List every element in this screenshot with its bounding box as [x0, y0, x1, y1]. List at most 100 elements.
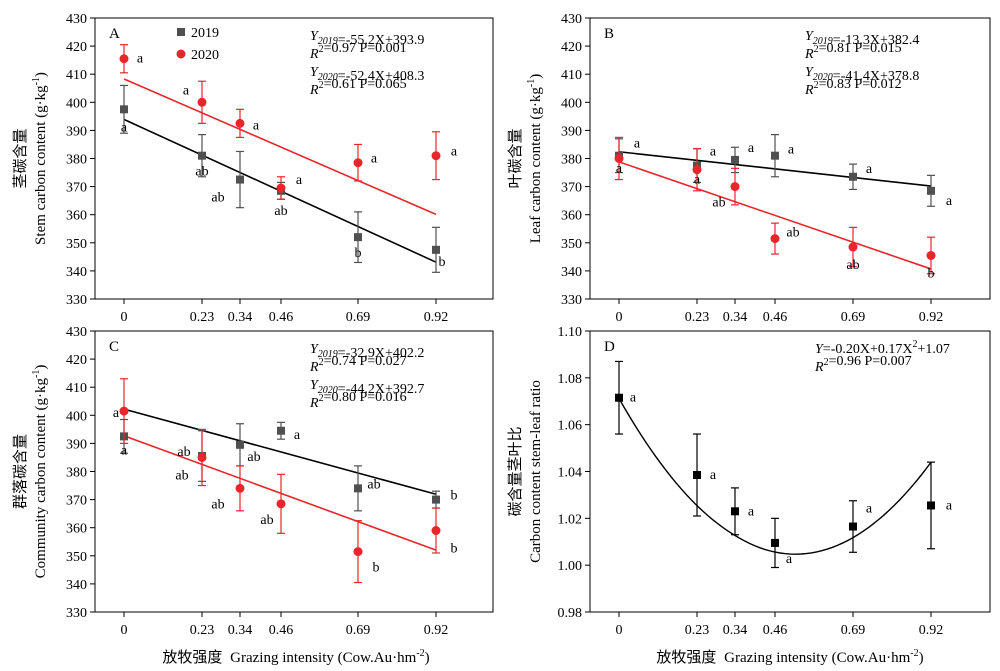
data-point-2020 — [431, 151, 441, 161]
x-axis-title-sup: -2 — [416, 648, 424, 659]
data-point-2020 — [353, 547, 363, 557]
significance-letter: a — [253, 118, 260, 133]
regression-equation: Y2020=-41.4X+378.8 — [805, 65, 919, 84]
x-axis-title-cn: 放牧强度 — [656, 649, 716, 666]
data-point-2019 — [198, 151, 206, 160]
data-point-2019 — [849, 172, 857, 181]
x-tick-label: 0.92 — [919, 623, 944, 638]
x-tick-label: 0.34 — [723, 310, 748, 325]
significance-letter: a — [946, 498, 953, 513]
plot-frame — [589, 330, 991, 613]
y-tick-label: 420 — [66, 40, 87, 55]
significance-letter: a — [371, 152, 378, 167]
x-tick-label: 0.23 — [685, 310, 710, 325]
significance-letter: ab — [211, 191, 224, 206]
significance-letter: a — [748, 504, 755, 519]
x-axis-title-left: 放牧强度 Grazing intensity (Cow.Au·hm-2) — [162, 648, 429, 666]
x-axis-title-cn: 放牧强度 — [162, 649, 222, 666]
regression-equation: Y2019=-32.9X+402.2 — [310, 342, 424, 361]
panel-d: 0.98 1.00 1.02 1.04 1.06 1.08 1.10 0 0.23 0.34 0.4… — [507, 325, 991, 638]
x-tick-label: 0.23 — [685, 623, 710, 638]
data-point-2019 — [236, 440, 244, 449]
x-axis-title-close: ) — [425, 650, 430, 666]
significance-letter: b — [355, 246, 362, 261]
panel-c: 330 340 350 360 370 380 390 400 410 420 430 0 0.23 0.… — [12, 325, 494, 638]
x-axis-title-sup: -2 — [910, 648, 918, 659]
significance-letter: ab — [195, 165, 208, 180]
x-tick-label: 0.69 — [841, 310, 866, 325]
y-axis-title-cn: 碳含量茎叶比 — [507, 426, 524, 516]
significance-letter: a — [634, 137, 641, 152]
regression-equation: R2=0.81 P=0.015 — [804, 41, 902, 62]
significance-letter: b — [439, 255, 446, 270]
significance-letter: a — [121, 443, 128, 458]
data-point-2020 — [276, 499, 286, 509]
y-tick-label: 1.04 — [558, 466, 583, 481]
data-point-2020 — [235, 118, 245, 128]
y-tick-label: 1.10 — [558, 325, 583, 340]
significance-letter: ab — [260, 513, 273, 528]
data-point-2019 — [354, 484, 362, 493]
y-axis-title-close: ) — [33, 72, 49, 77]
data-point-ratio — [771, 538, 779, 547]
panel-label: B — [604, 26, 614, 42]
significance-letter: ab — [274, 204, 287, 219]
data-point-2019 — [771, 151, 779, 160]
significance-letter: a — [786, 552, 793, 567]
y-tick-label: 1.06 — [558, 419, 583, 434]
regression-equation: Y2019=-55.2X+393.9 — [310, 29, 424, 48]
data-point-2020 — [431, 526, 441, 536]
x-tick-label: 0.34 — [228, 310, 253, 325]
y-tick-label: 1.08 — [558, 372, 583, 387]
significance-letter: a — [294, 428, 301, 443]
regression-equation: R2=0.96 P=0.007 — [814, 354, 912, 375]
x-tick-label: 0.46 — [269, 623, 294, 638]
regression-equation: R2=0.83 P=0.012 — [804, 77, 902, 98]
x-tick-label: 0.23 — [190, 310, 215, 325]
significance-letter: ab — [786, 226, 799, 241]
data-point-2019 — [731, 155, 739, 164]
y-tick-label: 340 — [561, 265, 582, 280]
y-tick-label: 400 — [66, 96, 87, 111]
x-tick-label: 0 — [616, 310, 623, 325]
y-tick-label: 360 — [66, 209, 87, 224]
x-axis-title-en: Grazing intensity (Cow.Au·hm — [230, 650, 416, 666]
data-point-2020 — [692, 165, 702, 175]
data-point-2020 — [197, 452, 207, 462]
y-tick-label: 370 — [66, 181, 87, 196]
significance-letter: a — [630, 391, 637, 406]
x-tick-label: 0.92 — [424, 623, 449, 638]
y-axis-title-cn: 叶碳含量 — [507, 128, 524, 188]
y-tick-label: 370 — [561, 181, 582, 196]
y-axis-title: 群落碳含量 Community carbon content (g·kg-1) — [12, 365, 49, 579]
x-tick-label: 0 — [616, 623, 623, 638]
x-tick-label: 0.46 — [763, 310, 788, 325]
data-point-ratio — [927, 501, 935, 510]
significance-letter: b — [451, 542, 458, 557]
y-tick-label: 350 — [66, 237, 87, 252]
x-tick-label: 0.92 — [919, 310, 944, 325]
significance-letter: a — [710, 145, 717, 160]
significance-letter: b — [928, 266, 935, 281]
y-tick-label: 330 — [66, 606, 87, 621]
regression-equation: R2=0.74 P=0.027 — [309, 354, 407, 375]
y-axis-title-en: Stem carbon content (g·kg — [33, 85, 49, 245]
x-tick-label: 0.69 — [841, 623, 866, 638]
significance-letter: a — [451, 145, 458, 160]
fit-line-fit2020 — [618, 161, 932, 270]
x-tick-label: 0.69 — [346, 310, 371, 325]
y-tick-label: 360 — [66, 522, 87, 537]
regression-equation: R2=0.97 P=0.001 — [309, 41, 407, 62]
y-tick-label: 360 — [561, 209, 582, 224]
data-point-ratio — [731, 507, 739, 516]
panel-label: C — [109, 339, 119, 355]
data-point-2019 — [277, 426, 285, 435]
data-point-2020 — [770, 234, 780, 244]
legend-label: 2019 — [191, 26, 219, 41]
y-tick-label: 380 — [66, 153, 87, 168]
significance-letter: a — [694, 173, 701, 188]
significance-letter: ab — [177, 445, 190, 460]
significance-letter: a — [113, 406, 120, 421]
data-point-2020 — [730, 182, 740, 192]
